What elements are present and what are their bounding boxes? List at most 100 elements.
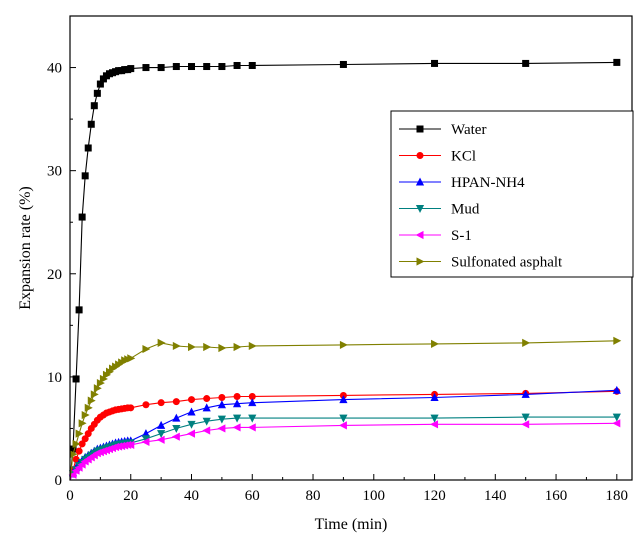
data-point: [202, 403, 211, 412]
series-s-1: [68, 419, 621, 481]
data-point: [247, 423, 256, 432]
data-point: [232, 399, 242, 408]
data-point: [233, 61, 241, 69]
data-point: [84, 430, 92, 438]
data-point: [90, 390, 99, 399]
data-point: [93, 89, 101, 97]
data-point: [188, 342, 196, 352]
data-point: [613, 336, 622, 345]
data-point: [232, 414, 242, 423]
data-point: [217, 415, 226, 424]
y-tick-label: 30: [47, 164, 62, 180]
data-point: [127, 404, 135, 412]
data-point: [172, 398, 180, 406]
data-point: [202, 426, 211, 435]
data-point: [78, 213, 86, 221]
legend-marker: [415, 177, 425, 186]
data-point: [72, 375, 80, 383]
data-point: [217, 424, 226, 433]
data-point: [187, 429, 196, 438]
legend-marker: [416, 125, 424, 133]
data-point: [90, 102, 98, 110]
data-point: [172, 63, 180, 71]
legend-label: HPAN-NH4: [451, 175, 525, 191]
legend-marker: [415, 205, 425, 213]
series-sulfonated-asphalt: [69, 336, 622, 481]
data-point: [522, 338, 531, 347]
data-point: [339, 60, 347, 68]
data-point: [157, 64, 165, 72]
data-point: [203, 342, 212, 352]
y-tick-label: 20: [47, 267, 62, 283]
data-point: [430, 420, 439, 429]
data-point: [172, 341, 181, 351]
data-point: [78, 419, 87, 428]
x-tick-label: 120: [423, 488, 446, 504]
x-axis-title: Time (min): [315, 516, 388, 533]
x-tick-label: 60: [245, 488, 260, 504]
y-tick-label: 0: [55, 473, 63, 489]
data-point: [203, 63, 211, 71]
data-point: [75, 306, 83, 314]
data-point: [157, 399, 165, 407]
legend-label: Mud: [451, 202, 480, 218]
data-point: [232, 423, 241, 432]
series-line: [69, 340, 617, 481]
data-point: [75, 429, 84, 438]
data-point: [248, 414, 257, 423]
x-tick-label: 0: [66, 488, 74, 504]
data-point: [157, 430, 166, 439]
data-point: [338, 421, 347, 430]
y-axis-title: Expansion rate (%): [17, 186, 34, 310]
data-point: [248, 61, 256, 69]
legend-marker: [415, 230, 424, 240]
x-tick-label: 140: [484, 488, 507, 504]
data-point: [68, 470, 77, 479]
series-line: [69, 422, 617, 481]
data-point: [127, 65, 135, 73]
data-point: [81, 435, 89, 443]
data-point: [248, 398, 257, 407]
legend-box: [390, 110, 634, 278]
data-point: [612, 413, 621, 422]
data-point: [72, 439, 81, 449]
legend-label: Sulfonated asphalt: [451, 255, 563, 271]
data-point: [81, 410, 90, 420]
data-point: [127, 354, 136, 363]
data-point: [142, 344, 151, 354]
data-point: [218, 343, 227, 353]
data-point: [521, 389, 530, 398]
data-point: [612, 419, 621, 428]
data-point: [613, 58, 621, 66]
x-tick-label: 100: [363, 488, 386, 504]
legend-label: S-1: [451, 228, 472, 244]
data-point: [339, 395, 348, 404]
data-point: [202, 417, 211, 426]
data-point: [430, 414, 439, 423]
data-point: [339, 340, 348, 350]
data-point: [141, 437, 150, 446]
x-tick-label: 160: [545, 488, 568, 504]
data-point: [233, 392, 241, 400]
y-tick-label: 10: [47, 370, 62, 386]
data-point: [521, 420, 530, 429]
data-point: [84, 144, 92, 152]
data-point: [87, 120, 95, 128]
series-layer: [68, 58, 622, 481]
legend: Water KCl HPAN-NH4 Mud S-1 Sulfonated asphalt: [390, 110, 634, 278]
data-point: [522, 59, 530, 67]
data-point: [612, 385, 621, 394]
data-point: [157, 420, 166, 429]
data-point: [431, 59, 439, 67]
axes-layer: 0 20 40 60 80 100 120 140 160 180 0 10 20 30 40: [47, 61, 628, 504]
data-point: [521, 413, 530, 422]
data-point: [339, 414, 348, 423]
series-water: [69, 58, 621, 481]
data-point: [430, 393, 439, 402]
data-point: [126, 440, 135, 450]
x-tick-label: 40: [184, 488, 199, 504]
data-point: [156, 435, 165, 444]
data-point: [171, 432, 180, 441]
data-point: [188, 396, 196, 404]
